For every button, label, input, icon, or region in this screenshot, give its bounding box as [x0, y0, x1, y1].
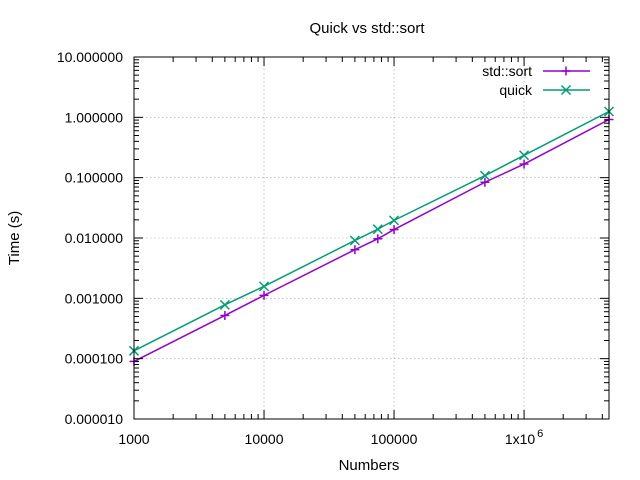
x-tick-label: 10000	[245, 431, 284, 447]
cross-marker-b	[258, 281, 270, 292]
grid-lines	[134, 57, 609, 419]
data-point-std-sort	[350, 245, 360, 255]
data-point-quick	[258, 281, 270, 292]
x-tick-label: 1x10 6	[505, 428, 543, 447]
x-tick-label: 1000	[118, 431, 149, 447]
data-point-quick	[479, 170, 490, 181]
cross-marker-b	[372, 224, 383, 235]
y-tick-label: 0.000010	[65, 411, 124, 427]
y-tick-label: 0.100000	[65, 170, 124, 186]
legend-label-std-sort: std::sort	[482, 63, 532, 79]
cross-marker-b	[389, 215, 400, 226]
cross-marker-b	[349, 235, 360, 246]
legend-marker-std-sort	[561, 66, 571, 76]
data-point-std-sort	[519, 159, 529, 169]
cross-marker-b	[519, 150, 530, 161]
data-point-quick	[372, 224, 383, 235]
data-point-quick	[519, 150, 530, 161]
data-point-quick	[349, 235, 360, 246]
data-point-std-sort	[259, 290, 269, 300]
cross-marker-b	[219, 299, 230, 310]
series-layer	[128, 106, 615, 366]
cross-marker-b	[479, 170, 490, 181]
legend-label-quick: quick	[499, 82, 533, 98]
axis-ticks: 0.000010 0.000100 0.001000 0.010000 0.100000…	[57, 49, 609, 447]
data-point-quick	[219, 299, 230, 310]
y-tick-label: 10.000000	[57, 49, 123, 65]
legend-marker-quick	[560, 84, 572, 96]
y-axis-label: Time (s)	[6, 211, 23, 265]
data-point-std-sort	[389, 225, 399, 235]
y-tick-label: 0.001000	[65, 290, 124, 306]
x-axis-label: Numbers	[339, 457, 400, 474]
data-point-quick	[389, 215, 400, 226]
data-point-std-sort	[373, 234, 383, 244]
y-tick-label: 0.010000	[65, 230, 124, 246]
x-tick-label: 100000	[371, 431, 418, 447]
chart-title: Quick vs std::sort	[309, 20, 425, 37]
data-point-std-sort	[220, 310, 230, 320]
cross-marker-b	[560, 84, 572, 96]
y-tick-label: 0.000100	[65, 351, 124, 367]
data-point-std-sort	[480, 177, 490, 187]
y-tick-label: 1.000000	[65, 109, 124, 125]
